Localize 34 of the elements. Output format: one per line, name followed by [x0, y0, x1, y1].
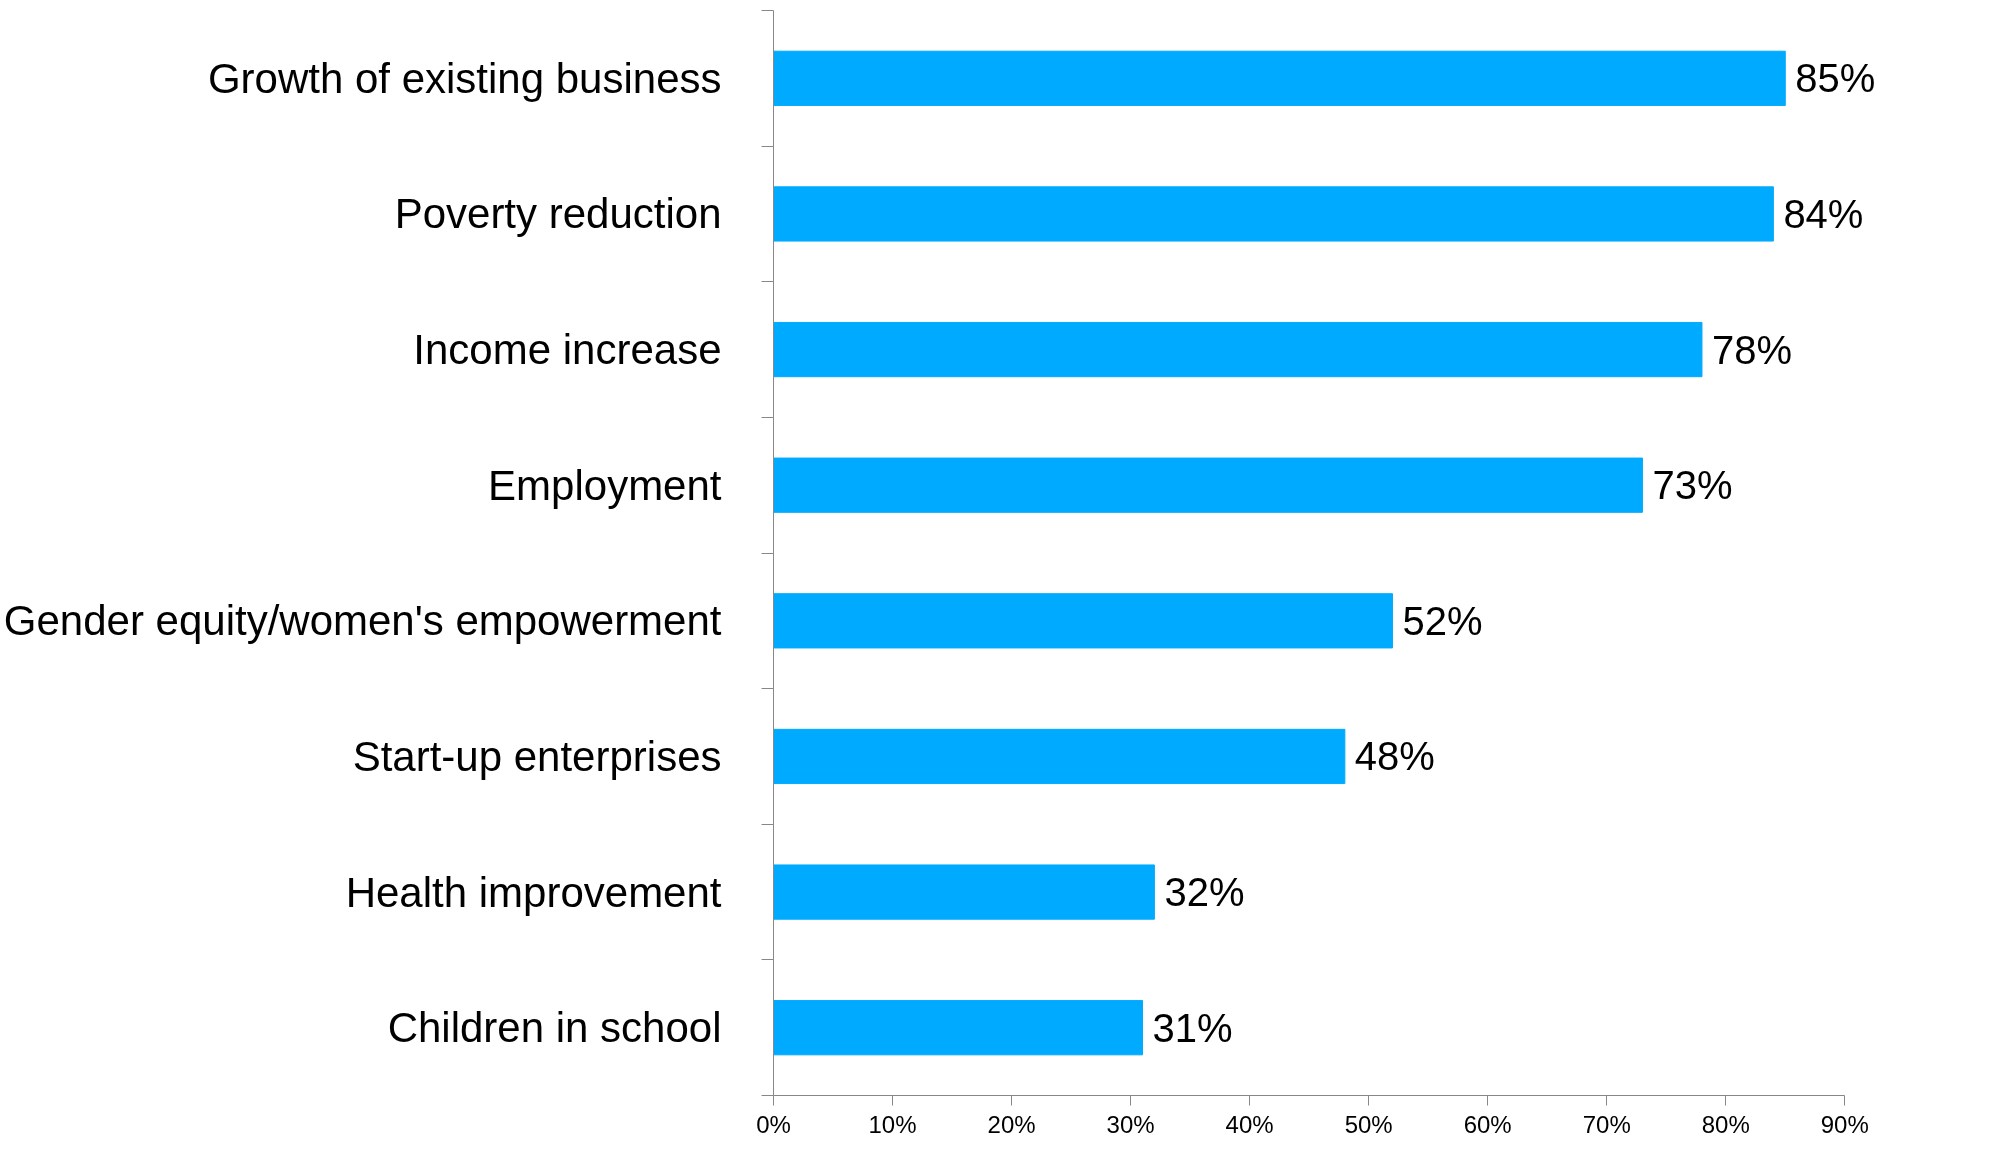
x-tick-label: 50%	[1344, 1110, 1393, 1138]
bar	[773, 50, 1786, 106]
data-label: 84%	[1783, 191, 1864, 236]
x-tick-label: 20%	[987, 1110, 1036, 1138]
bar	[773, 864, 1155, 920]
data-label: 52%	[1402, 598, 1483, 643]
y-tick-label: Gender equity/women's empowerment	[3, 597, 722, 645]
bar	[773, 728, 1346, 785]
bar	[773, 457, 1643, 513]
data-label: 78%	[1711, 327, 1793, 372]
x-tick-label: 90%	[1820, 1110, 1869, 1138]
y-tick-label: Health improvement	[345, 868, 722, 916]
x-tick-label: 0%	[756, 1110, 791, 1138]
x-tick-label: 30%	[1106, 1110, 1155, 1138]
bar	[773, 321, 1703, 378]
y-tick-label: Growth of existing business	[207, 54, 722, 102]
bar	[773, 593, 1393, 649]
y-tick-label: Poverty reduction	[394, 190, 722, 238]
data-label: 85%	[1795, 56, 1876, 101]
x-tick-label: 40%	[1225, 1110, 1274, 1138]
x-tick-label: 80%	[1701, 1110, 1750, 1138]
x-tick-label: 70%	[1582, 1110, 1631, 1138]
bar	[773, 1000, 1143, 1056]
y-tick-label: Income increase	[413, 326, 722, 374]
y-tick-label: Employment	[488, 461, 722, 509]
y-tick-label: Children in school	[387, 1004, 722, 1052]
x-tick-label: 10%	[868, 1110, 917, 1138]
x-tick-label: 60%	[1463, 1110, 1512, 1138]
data-label: 32%	[1164, 870, 1245, 915]
bar	[773, 186, 1774, 242]
y-tick-label: Start-up enterprises	[352, 732, 722, 780]
data-label: 73%	[1652, 463, 1733, 508]
data-label: 31%	[1152, 1005, 1233, 1050]
data-label: 48%	[1354, 734, 1435, 779]
